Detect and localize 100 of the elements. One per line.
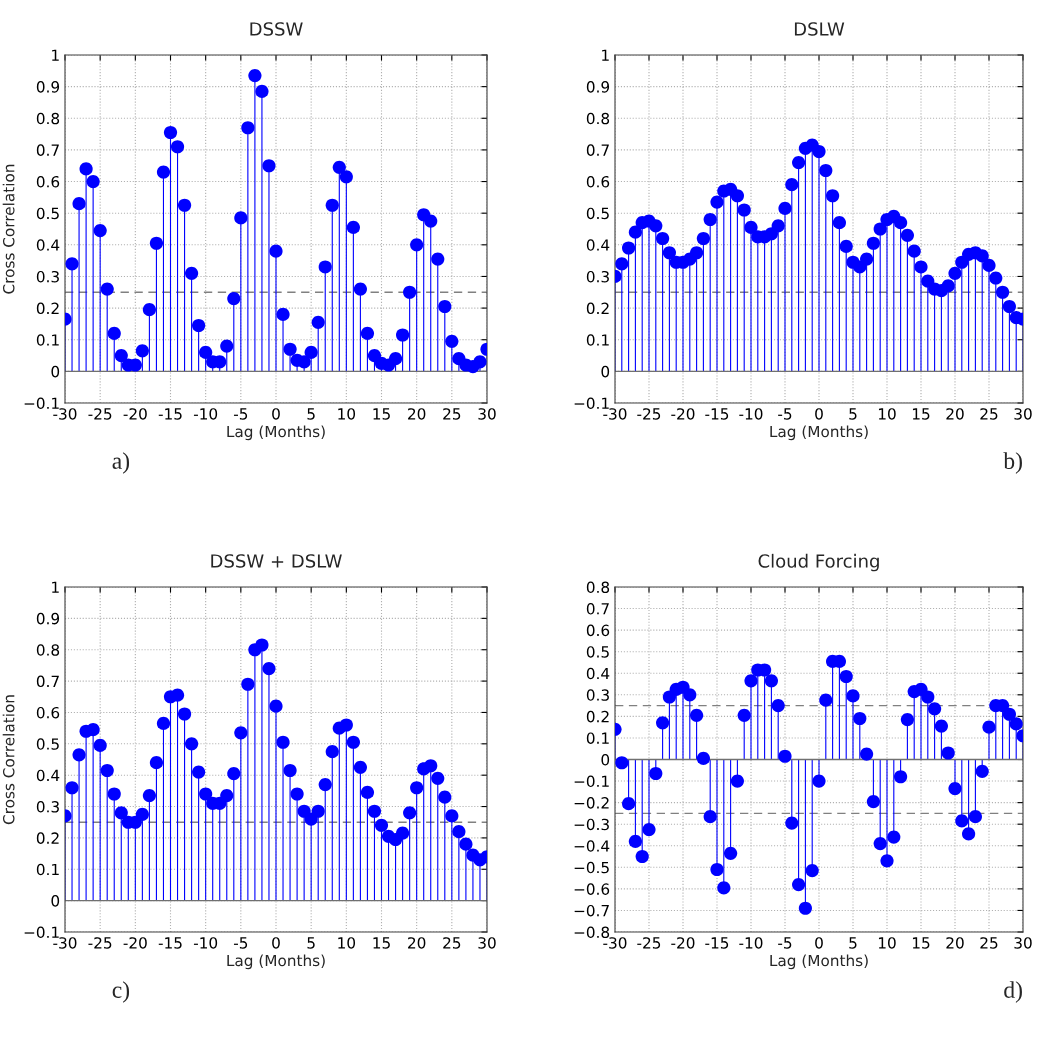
x-tick-label: 10	[338, 408, 356, 420]
y-tick-label: 0.7	[36, 675, 59, 688]
y-tick-label: 0.8	[36, 644, 60, 656]
y-tick-label: −0.1	[574, 775, 609, 788]
text: d)	[1004, 981, 1022, 1003]
y-tick-label: 0.3	[586, 270, 609, 283]
chart-title: Cloud Forcing	[758, 553, 879, 572]
x-tick-label: 0	[272, 408, 280, 420]
y-tick-label: −0.3	[574, 818, 609, 831]
x-tick-label: 0	[815, 937, 823, 949]
x-tick-label: 30	[478, 937, 496, 949]
y-tick-label: 0.7	[36, 144, 59, 156]
y-tick-label: 0.6	[36, 176, 60, 188]
x-tick-label: -15	[158, 408, 182, 420]
x-tick-label: 5	[849, 937, 857, 949]
x-tick-label: 20	[408, 408, 426, 420]
x-tick-label: 20	[946, 408, 964, 420]
x-tick-label: 5	[307, 937, 315, 949]
x-tick-label: 10	[878, 408, 896, 420]
y-tick-label: −0.4	[574, 840, 610, 852]
x-tick-label: -30	[603, 408, 627, 420]
chart-title: DSSW + DSLW	[211, 554, 342, 568]
y-tick-label: 1	[602, 49, 609, 61]
y-tick-label: −0.6	[574, 883, 610, 895]
y-tick-label: 0.8	[36, 112, 60, 125]
y-tick-label: 0.5	[36, 207, 59, 220]
y-tick-label: 0.5	[586, 646, 609, 658]
y-tick-label: 0.2	[36, 832, 59, 844]
x-tick-label: -20	[123, 408, 147, 420]
y-tick-label: 0.3	[36, 270, 59, 283]
y-tick-label: 0	[601, 365, 610, 378]
y-tick-label: −0.1	[24, 397, 59, 410]
y-tick-label: 0.7	[586, 144, 609, 156]
y-tick-label: −0.5	[574, 861, 609, 874]
x-tick-label: 15	[912, 937, 930, 949]
y-tick-label: 0.4	[36, 769, 60, 782]
x-tick-label: 10	[338, 937, 356, 949]
x-tick-label: 15	[373, 408, 390, 420]
x-tick-label: -30	[53, 408, 77, 420]
x-tick-label: 30	[478, 408, 496, 420]
x-tick-label: 0	[815, 408, 823, 420]
y-tick-label: −0.2	[574, 797, 609, 809]
x-tick-label: 15	[912, 408, 930, 420]
y-tick-label: 0.1	[36, 863, 59, 876]
chart-title: DSLW	[794, 22, 845, 36]
x-tick-label: -15	[158, 937, 182, 949]
x-tick-label: 25	[980, 937, 998, 949]
x-tick-label: 20	[408, 937, 426, 949]
x-tick-label: -25	[637, 408, 661, 420]
y-tick-label: 0.2	[586, 710, 609, 723]
y-tick-label: 0.9	[586, 81, 610, 93]
x-tick-label: -15	[705, 408, 729, 420]
x-tick-label: -20	[671, 408, 695, 420]
y-tick-label: 0.1	[586, 732, 609, 744]
y-tick-label: 0.4	[586, 239, 610, 251]
y-tick-label: 0.2	[586, 302, 609, 315]
y-tick-label: 0	[51, 365, 60, 378]
y-tick-label: 0.8	[586, 112, 610, 125]
x-tick-label: 25	[443, 937, 461, 949]
text: c)	[112, 981, 130, 1003]
y-tick-label: 0	[601, 753, 610, 766]
y-tick-label: −0.7	[574, 904, 609, 917]
y-tick-label: 1	[52, 581, 59, 593]
y-tick-label: 1	[52, 49, 59, 61]
y-tick-label: 0.9	[36, 81, 60, 93]
x-tick-label: -5	[778, 937, 792, 949]
y-tick-label: 0.5	[586, 207, 609, 220]
y-tick-label: 0.4	[586, 667, 610, 680]
y-tick-label: 0.3	[36, 801, 59, 813]
y-axis-title: Cross Correlation	[2, 164, 15, 294]
x-tick-label: -25	[88, 937, 112, 949]
x-axis-title: Lag (Months)	[227, 954, 325, 970]
y-tick-label: −0.1	[24, 926, 59, 939]
y-tick-label: 0.3	[586, 689, 609, 701]
x-tick-label: -5	[778, 408, 792, 420]
x-tick-label: -10	[739, 408, 763, 420]
y-tick-label: 0.2	[36, 302, 59, 315]
y-tick-label: 0.9	[36, 612, 60, 625]
x-tick-label: 5	[307, 408, 315, 420]
x-tick-label: 25	[980, 408, 998, 420]
y-tick-label: 0.6	[36, 706, 60, 719]
x-tick-label: -30	[53, 937, 77, 949]
x-tick-label: 0	[272, 937, 280, 949]
y-tick-label: 0.5	[36, 738, 59, 750]
x-tick-label: -5	[233, 408, 248, 420]
x-axis-title: Lag (Months)	[770, 954, 868, 970]
x-tick-label: 15	[373, 937, 390, 949]
x-tick-label: 30	[1014, 937, 1032, 949]
x-tick-label: -10	[193, 408, 218, 420]
y-tick-label: 0.4	[36, 239, 60, 251]
x-tick-label: -15	[705, 937, 729, 949]
y-tick-label: 0	[51, 895, 60, 907]
y-tick-label: 0.1	[586, 334, 609, 346]
x-tick-label: -20	[671, 937, 695, 949]
y-tick-label: 0.8	[586, 581, 610, 594]
y-tick-label: 0.1	[36, 334, 59, 346]
chart-title: DSSW	[250, 22, 303, 36]
x-tick-label: 25	[443, 408, 461, 420]
x-tick-label: 5	[849, 408, 857, 420]
y-tick-label: 0.6	[586, 176, 610, 188]
